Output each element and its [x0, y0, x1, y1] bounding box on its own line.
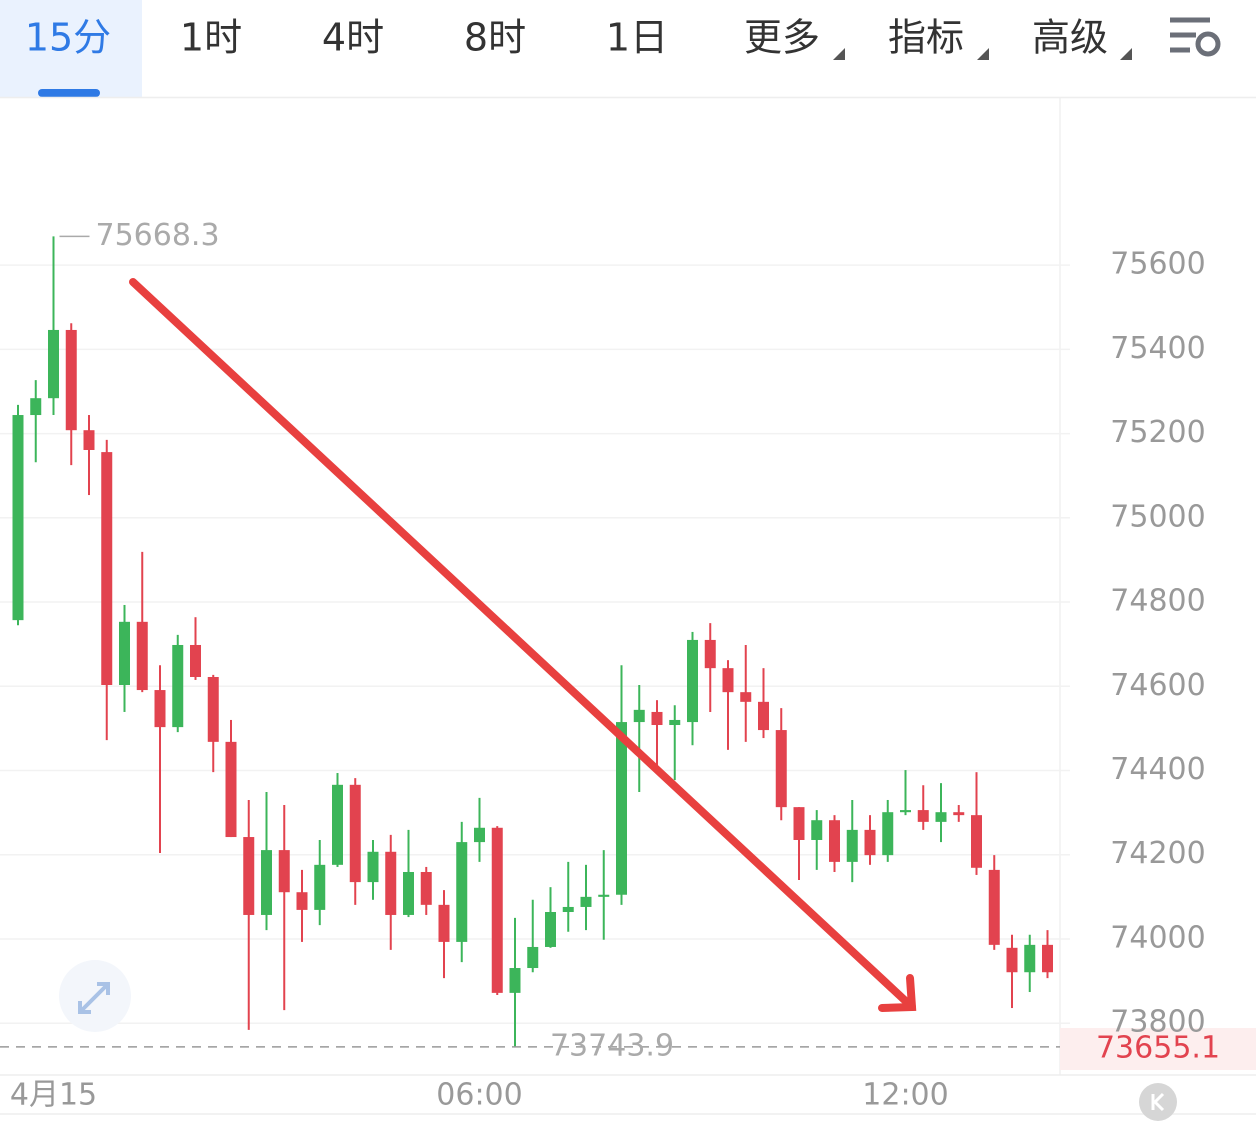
y-tick-label: 75600 [1110, 247, 1205, 282]
tab[interactable]: 指标 [888, 16, 964, 60]
tab[interactable]: 高级 [1032, 16, 1108, 60]
tab[interactable]: 4时 [322, 16, 384, 60]
candle-body [438, 904, 450, 942]
candle-body [882, 812, 894, 856]
candle-body [864, 829, 876, 856]
candle-body [562, 906, 574, 913]
candle-body [12, 415, 24, 621]
candle-body [722, 668, 734, 693]
candle-body [793, 807, 805, 840]
candle-body [385, 851, 397, 915]
candle-body [988, 869, 1000, 945]
candle-body [30, 398, 42, 416]
candle-body [971, 815, 982, 868]
candle-body [527, 946, 539, 969]
candle-body [491, 827, 503, 993]
candle-body [775, 730, 787, 808]
tab[interactable]: 1日 [606, 16, 668, 60]
y-tick-label: 74800 [1110, 584, 1205, 619]
low-marker-label: 73743.9 [550, 1028, 674, 1063]
candle-body [545, 912, 556, 947]
x-tick-label: 06:00 [436, 1078, 522, 1113]
candle-body [456, 842, 468, 942]
candle-body [935, 812, 947, 822]
candle-body [917, 810, 929, 822]
settings-icon[interactable] [1170, 17, 1221, 57]
candle-body [136, 621, 148, 691]
candle-body [403, 871, 414, 915]
tab[interactable]: 8时 [464, 16, 526, 60]
y-tick-label: 74600 [1110, 668, 1205, 703]
candle-body [669, 719, 681, 726]
candle-body [190, 644, 201, 677]
tab[interactable]: 更多 [744, 16, 820, 60]
candle-body [65, 329, 77, 431]
last-price-box [1060, 1028, 1256, 1070]
candle-body [101, 452, 113, 685]
last-price-label: 73655.1 [1096, 1031, 1220, 1066]
x-tick-label: 12:00 [862, 1078, 948, 1113]
grid [0, 264, 1070, 1024]
candle-body [207, 676, 219, 742]
candle-body [1024, 944, 1036, 973]
y-tick-label: 75000 [1110, 499, 1205, 534]
candle-body [243, 837, 255, 915]
candle-body [740, 692, 752, 702]
candle-body [119, 621, 130, 685]
candle-body [172, 644, 184, 728]
expand-button[interactable] [59, 960, 131, 1032]
x-tick-label: 4月15 [10, 1078, 97, 1113]
candle-body [296, 892, 308, 910]
candle-body [687, 639, 698, 723]
candle-body [829, 820, 840, 862]
candle-body [633, 709, 645, 723]
candle-body [48, 329, 59, 399]
candle-body [474, 827, 485, 843]
candle-body [616, 722, 627, 895]
active-tab-bg [0, 0, 142, 97]
dropdown-markers [833, 48, 1132, 60]
candle-body [509, 968, 521, 993]
candle-body [953, 812, 965, 816]
candle-body [349, 784, 361, 883]
candle-body [580, 896, 592, 907]
candle-body [420, 871, 432, 905]
scroll-latest-button[interactable] [1139, 1083, 1177, 1121]
high-marker-label: 75668.3 [96, 218, 220, 253]
candle-body [704, 639, 716, 669]
candle-body [846, 829, 858, 862]
candle-body [1042, 944, 1053, 973]
candle-body [758, 701, 769, 731]
tab[interactable]: 1时 [180, 16, 242, 60]
candle-body [1006, 947, 1018, 973]
trend-arrow [129, 278, 917, 1012]
y-tick-label: 74000 [1110, 920, 1205, 955]
candles [12, 236, 1053, 1047]
candle-body [261, 850, 272, 915]
candle-body [651, 711, 663, 726]
candle-body [83, 430, 95, 450]
candle-body [225, 741, 237, 838]
y-tick-label: 74400 [1110, 752, 1205, 787]
candle-body [811, 820, 823, 840]
y-tick-label: 74200 [1110, 836, 1205, 871]
y-tick-label: 73800 [1110, 1005, 1205, 1040]
active-tab-underline [38, 89, 100, 97]
candle-body [900, 810, 911, 813]
candle-body [278, 850, 290, 893]
candle-body [314, 864, 326, 910]
y-tick-label: 75200 [1110, 415, 1205, 450]
candle-body [598, 894, 610, 897]
candle-body [332, 784, 343, 865]
candle-body [367, 851, 379, 883]
y-tick-label: 75400 [1110, 331, 1205, 366]
tab[interactable]: 15分 [25, 16, 111, 60]
candle-body [154, 690, 166, 728]
